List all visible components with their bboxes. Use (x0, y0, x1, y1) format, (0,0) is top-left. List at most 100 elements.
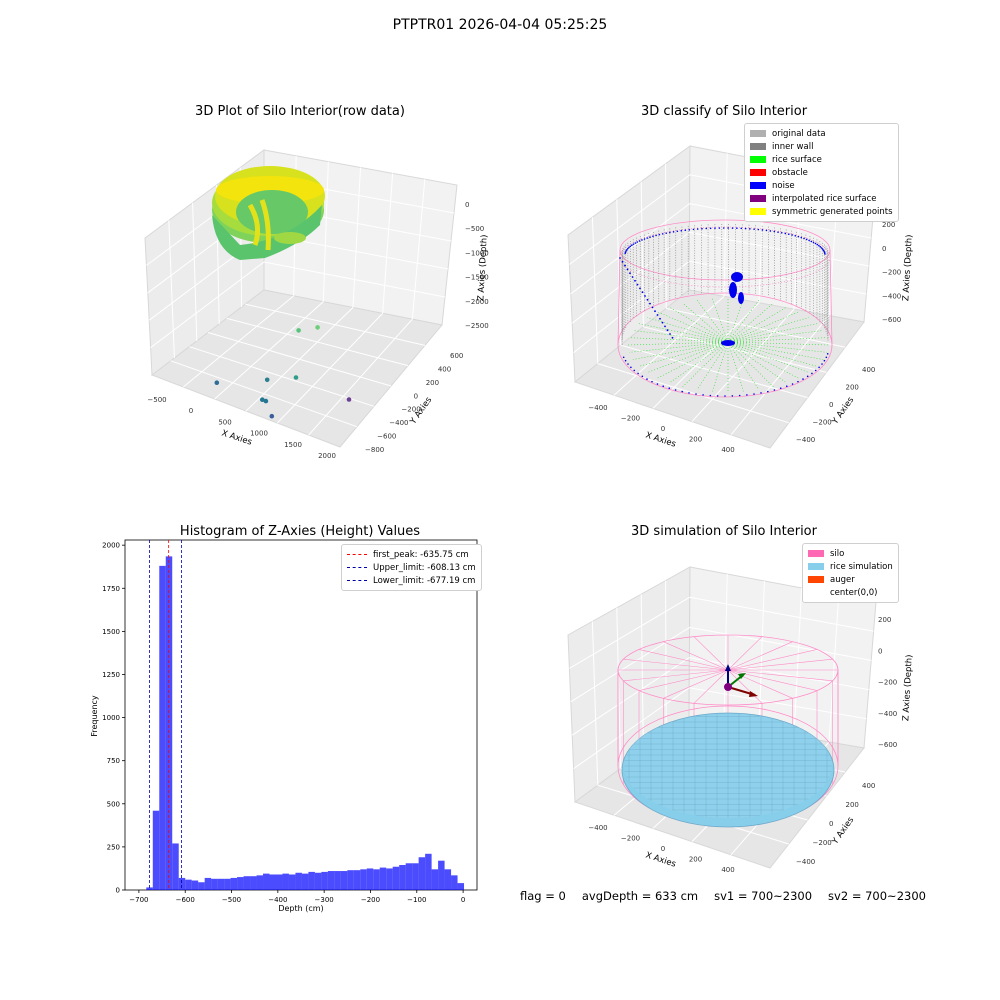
p3-y-tick-label: 1500 (102, 628, 120, 636)
p2-rice-ray (657, 311, 729, 343)
p2-noise-point (823, 359, 826, 362)
p2-noise-point (649, 302, 651, 305)
p2-y-tick-label: 0 (829, 401, 833, 409)
legend-label: first_peak: -635.75 cm (373, 549, 469, 560)
p2-z-tick-label: −400 (882, 292, 901, 300)
legend-entry: obstacle (750, 166, 893, 179)
p4-y-tick-label: 200 (846, 801, 859, 809)
p2-rice-ray (638, 341, 729, 367)
p2-noise-point (731, 395, 734, 397)
p1-outlier-point (260, 397, 265, 403)
p4-y-tick-label: −200 (813, 839, 832, 847)
p2-y-tick-label: −400 (796, 436, 815, 444)
p2-rice-ray (727, 330, 824, 343)
p3-bar (204, 877, 212, 890)
p2-noise-point (825, 356, 828, 359)
p1-x-tick-label: 1000 (250, 430, 268, 438)
p2-noise-point (621, 260, 624, 263)
p2-noise-point (797, 235, 800, 238)
p2-noise-point (658, 233, 661, 236)
p2-noise-point (705, 227, 708, 230)
p1-outlier-point (264, 377, 270, 383)
legend-swatch (808, 576, 824, 583)
legend-entry: center(0,0) (808, 586, 893, 599)
p2-noise-point (624, 359, 627, 362)
p4-y-tick-label: 400 (862, 782, 875, 790)
p3-x-tick-label: −100 (407, 896, 426, 904)
p3-bar (366, 868, 374, 890)
p3-bar (224, 878, 231, 890)
p3-x-ticks: −700 −600 −500 −400 −300 −200 −100 0 (129, 890, 465, 904)
p3-y-tick-label: 250 (107, 843, 120, 851)
p2-noise-point (629, 245, 632, 248)
p2-rice-ray (727, 341, 799, 379)
p2-rice-ray (638, 323, 729, 343)
p4-xlabel: X Axies (644, 850, 677, 869)
p3-bar (191, 880, 199, 890)
p3-y-tick-label: 500 (107, 800, 120, 808)
p2-noise-point (692, 228, 695, 231)
p1-y-tick-label: −600 (377, 433, 396, 441)
legend-swatch (750, 156, 766, 163)
p2-noise-point (654, 310, 656, 313)
p4-roof-line (663, 669, 729, 699)
p2-noise-point (656, 314, 659, 316)
p2-rice-ray (727, 341, 810, 373)
p3-bar (301, 873, 309, 890)
p4-x-tick-label: −400 (588, 824, 607, 832)
p2-noise-point (818, 244, 820, 247)
p2-rice-ray (727, 341, 824, 360)
p2-tick-labels: −400 −200 0 200 400 400 200 0 −200 −400 200 0 −200 −4… (588, 221, 901, 454)
p4-roof-line (638, 649, 729, 671)
p4-z-tick-label: −400 (878, 710, 897, 718)
p2-rice-ray (727, 311, 799, 343)
p2-noise-point (659, 317, 661, 320)
p2-noise-point (718, 227, 721, 229)
legend-swatch (347, 567, 367, 568)
p1-z-tick-label: −1000 (465, 249, 489, 257)
flag-text: flag = 0 (520, 889, 566, 903)
p2-noise-point (652, 235, 654, 238)
p2-noise-point (636, 283, 639, 286)
p2-rice-ray (657, 341, 729, 379)
p3-bar (457, 883, 465, 890)
legend-swatch (808, 550, 824, 557)
legend-entry: silo (808, 547, 893, 560)
p2-noise-point (820, 247, 823, 249)
p2-noise-point (802, 378, 804, 380)
p4-ylabel: Y Axies (830, 815, 857, 847)
p2-noise-point (671, 336, 674, 339)
p2-noise-point (626, 248, 628, 251)
p2-noise-point (761, 229, 764, 231)
legend-label: center(0,0) (830, 587, 878, 598)
legend-label: rice simulation (830, 561, 893, 572)
p2-legend: original data inner wall rice surface obsta… (744, 123, 899, 222)
p2-noise-point (806, 375, 809, 378)
p2-rice-ray (727, 317, 809, 343)
p2-noise-point (760, 392, 762, 394)
p2-noise-point (716, 395, 719, 397)
p3-bar (379, 867, 387, 890)
legend-swatch (750, 195, 766, 202)
p3-bar (165, 556, 173, 890)
p2-rice-ray (727, 341, 818, 367)
p2-noise-point (816, 243, 819, 246)
p3-y-tick-label: 750 (107, 757, 120, 765)
p3-bar (399, 865, 406, 890)
p2-noise-point (749, 228, 751, 230)
legend-label: obstacle (772, 167, 808, 178)
p2-x-tick-label: −200 (621, 415, 640, 423)
p2-noise-point (674, 389, 677, 391)
p2-y-tick-label: 400 (862, 366, 875, 374)
p2-noise-point (777, 231, 779, 233)
p3-plot-area (124, 539, 478, 891)
p4-roof-line (623, 669, 729, 682)
figure-title: PTPTR01 2026-04-04 05:25:25 (392, 17, 608, 33)
p2-rice-ray (647, 317, 729, 343)
p4-x-tick-label: 0 (661, 845, 665, 853)
p1-y-tick-label: −200 (401, 406, 420, 414)
p2-noise-point (821, 363, 823, 365)
p2-noise-point (744, 227, 747, 230)
p2-noise-point (797, 380, 799, 383)
p3-bar (230, 877, 238, 890)
